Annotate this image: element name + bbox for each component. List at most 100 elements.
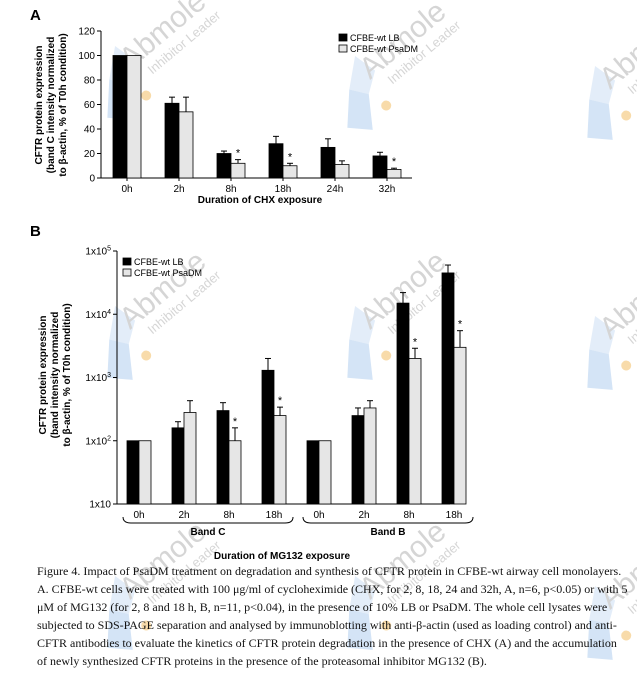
panel-a-legend-psadm-label: CFBE-wt PsaDM xyxy=(350,44,418,54)
significance-mark: * xyxy=(458,319,463,331)
x-tick-label: 32h xyxy=(379,184,396,195)
panel-a-y-ticks: 0 20 40 60 80 100 120 xyxy=(78,27,101,185)
bar-psadm-band-c-2h xyxy=(183,412,197,505)
panel-a-ylabel-1: CFTR protein expression xyxy=(34,46,45,165)
watermark-shape xyxy=(107,339,133,380)
y-tick-label: 1x104 xyxy=(85,309,111,321)
watermark-shape xyxy=(589,65,616,105)
watermark-dot xyxy=(621,110,632,121)
panel-b-ylabel-2: (band intensity normalized xyxy=(50,312,61,439)
panel-b-group-labels: Band C Band B xyxy=(122,516,474,538)
panel-a-label: A xyxy=(30,7,41,24)
caption-body: A. CFBE-wt cells were treated with 100 μ… xyxy=(37,582,628,668)
panel-a-legend-psadm-swatch xyxy=(338,44,348,53)
watermark-shape xyxy=(589,315,616,355)
y-tick-label: 0 xyxy=(89,174,95,185)
figure-caption: Figure 4. Impact of PsaDM treatment on d… xyxy=(37,562,629,670)
watermark-shape xyxy=(109,305,136,345)
x-tick-label: 2h xyxy=(173,184,184,195)
panel-a-ylabel-3: to β-actin, % of T0h condition) xyxy=(58,33,69,176)
significance-mark: * xyxy=(236,148,241,160)
group-label: Band B xyxy=(371,527,406,538)
y-tick-label: 1x103 xyxy=(85,372,111,384)
panel-b-bars: * * * * xyxy=(126,264,467,505)
panel-b-legend-psadm-label: CFBE-wt PsaDM xyxy=(134,268,202,278)
panel-b-legend-lb-swatch xyxy=(122,257,132,266)
watermark-dot xyxy=(621,360,632,371)
watermark-shape xyxy=(587,99,613,140)
panel-b-legend-lb-label: CFBE-wt LB xyxy=(134,257,184,267)
panel-a-x-ticks: 0h 2h 8h 18h 24h 32h xyxy=(121,178,395,195)
watermark-dot xyxy=(141,620,152,631)
panel-a-legend-lb-label: CFBE-wt LB xyxy=(350,33,400,43)
watermark-dot xyxy=(381,620,392,631)
panel-b-y-ticks: 1x10 1x102 1x103 1x104 1x105 xyxy=(85,246,117,511)
y-tick-label: 1x10 xyxy=(89,500,111,511)
bar-psadm-band-c-18h xyxy=(273,415,287,505)
watermark-dot xyxy=(141,350,152,361)
bar-lb-band-b-8h xyxy=(396,302,410,505)
x-tick-label: 24h xyxy=(327,184,344,195)
watermark-shape xyxy=(587,349,613,390)
bar-psadm-8h xyxy=(230,162,246,179)
watermark-shape xyxy=(349,55,376,95)
significance-mark: * xyxy=(288,151,293,163)
bar-lb-24h xyxy=(320,146,336,179)
bar-lb-8h xyxy=(216,153,232,179)
watermark-shape xyxy=(347,339,373,380)
x-tick-label: 0h xyxy=(313,510,324,521)
bar-psadm-2h xyxy=(178,111,194,179)
panel-b-legend: CFBE-wt LB CFBE-wt PsaDM xyxy=(122,257,202,278)
bar-psadm-24h xyxy=(334,164,350,179)
y-tick-label: 40 xyxy=(84,125,96,136)
panel-b-ylabel-3: to β-actin, % of T0h condition) xyxy=(62,303,73,446)
watermark-shape xyxy=(347,89,373,130)
bar-psadm-18h xyxy=(282,165,298,179)
group-label: Band C xyxy=(191,527,226,538)
bar-psadm-band-b-18h xyxy=(453,346,467,505)
bar-psadm-0h xyxy=(126,55,142,179)
panel-b-label: B xyxy=(30,223,41,240)
watermark-shape xyxy=(349,305,376,345)
x-tick-label: 18h xyxy=(446,510,463,521)
panel-a-xlabel: Duration of CHX exposure xyxy=(198,195,323,206)
bar-psadm-band-b-2h xyxy=(363,407,377,505)
bar-psadm-32h xyxy=(386,169,402,179)
watermark-shape xyxy=(109,575,136,615)
bar-lb-band-c-0h xyxy=(126,440,140,505)
x-tick-label: 2h xyxy=(178,510,189,521)
x-tick-label: 18h xyxy=(266,510,283,521)
bar-lb-band-b-0h xyxy=(306,440,320,505)
panel-b-ylabel-1: CFTR protein expression xyxy=(38,316,49,435)
y-tick-label: 1x102 xyxy=(85,435,111,447)
x-tick-label: 8h xyxy=(223,510,234,521)
watermark-shape xyxy=(587,619,613,660)
bar-lb-18h xyxy=(268,143,284,179)
panel-b: B CFTR protein expression (band intensit… xyxy=(30,223,474,562)
y-tick-label: 100 xyxy=(78,51,95,62)
bar-lb-0h xyxy=(112,55,128,179)
x-tick-label: 0h xyxy=(133,510,144,521)
caption-lead: Figure 4. Impact of PsaDM treatment on d… xyxy=(37,564,622,578)
bar-psadm-band-b-8h xyxy=(408,358,422,505)
group-bracket xyxy=(122,516,294,524)
watermark-dot xyxy=(381,350,392,361)
bar-psadm-band-b-0h xyxy=(318,440,332,505)
x-tick-label: 18h xyxy=(275,184,292,195)
bar-lb-band-c-18h xyxy=(261,369,275,505)
watermark-shape xyxy=(349,575,376,615)
watermark-dot xyxy=(381,100,392,111)
watermark-dot xyxy=(621,630,632,641)
significance-mark: * xyxy=(233,416,238,428)
panel-a: A CFTR protein expression (band C intens… xyxy=(30,7,418,206)
x-tick-label: 8h xyxy=(225,184,236,195)
panel-b-x-ticks: 0h 2h 8h 18h 0h 2h 8h 18h xyxy=(133,510,462,521)
y-tick-label: 20 xyxy=(84,149,96,160)
watermark-shape xyxy=(107,609,133,650)
